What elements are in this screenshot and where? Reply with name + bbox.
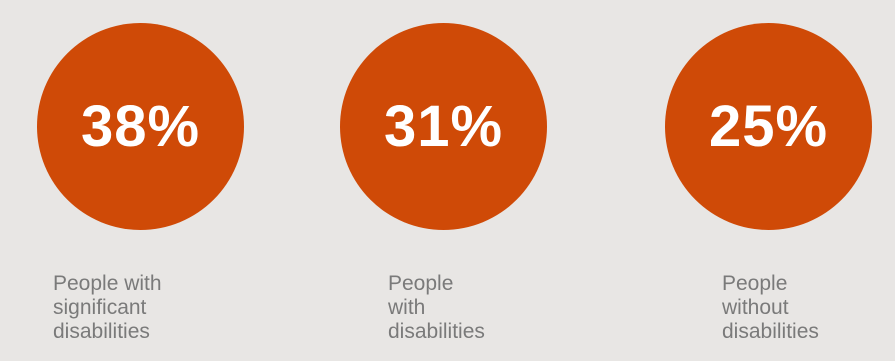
- stat-circle: 38%: [37, 23, 244, 230]
- stat-value: 31%: [383, 93, 504, 159]
- stat-label: People with significant disabilities: [53, 272, 162, 343]
- stat-circle: 25%: [665, 23, 872, 230]
- stat-value: 38%: [80, 93, 201, 159]
- stat-label: People without disabilities: [722, 272, 819, 343]
- stat-value: 25%: [708, 93, 829, 159]
- stat-label: People with disabilities: [388, 272, 485, 343]
- stat-circle: 31%: [340, 23, 547, 230]
